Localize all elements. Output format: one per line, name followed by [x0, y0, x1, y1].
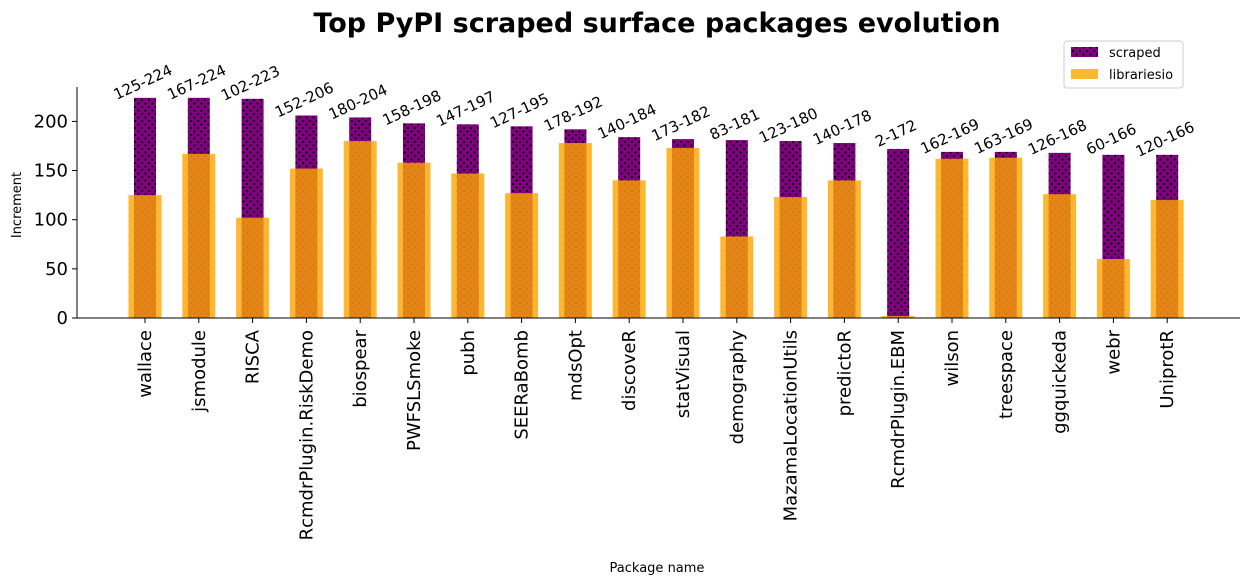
bar-librariesio-pwfslsmoke [397, 162, 431, 318]
x-tick-label-treespace: treespace [996, 330, 1017, 419]
data-label-demography: 83-181 [707, 105, 763, 144]
data-labels-group: 125-224167-224102-223152-206180-204158-1… [111, 61, 1198, 161]
bar-librariesio-predictor [827, 180, 861, 318]
data-label-seerabomb: 127-195 [487, 89, 551, 132]
data-label-uniprotr: 120-166 [1133, 118, 1197, 161]
data-label-rcmdrplugin-riskdemo: 152-206 [272, 79, 336, 122]
y-tick-label-150: 150 [34, 161, 68, 182]
bar-librariesio-seerabomb [505, 193, 539, 318]
x-tick-label-ggquickeda: ggquickeda [1050, 330, 1071, 434]
y-tick-label-200: 200 [34, 111, 68, 132]
data-label-rcmdrplugin-ebm: 2-172 [873, 116, 920, 151]
x-tick-label-rcmdrplugin-riskdemo: RcmdrPlugin.RiskDemo [296, 330, 317, 540]
x-axis: wallace jsmodule RISCA RcmdrPlugin.RiskDemo… [77, 317, 1240, 540]
data-label-ggquickeda: 126-168 [1025, 116, 1089, 159]
x-tick-label-uniprotr: UniprotR [1157, 330, 1178, 409]
legend-swatch-scraped [1071, 47, 1098, 57]
x-tick-label-mazamalocationutils: MazamaLocationUtils [781, 330, 802, 521]
data-label-jsmodule: 167-224 [164, 61, 228, 104]
bar-librariesio-discover [612, 180, 646, 318]
y-tick-label-100: 100 [34, 210, 68, 231]
x-tick-label-seerabomb: SEERaBomb [512, 330, 533, 440]
x-tick-label-discover: discoveR [619, 330, 640, 411]
data-label-risca: 102-223 [218, 62, 282, 105]
bar-librariesio-jsmodule [182, 153, 216, 318]
bar-librariesio-treespace [989, 157, 1023, 318]
data-label-mazamalocationutils: 123-180 [756, 104, 820, 147]
data-label-pwfslsmoke: 158-198 [380, 86, 444, 129]
bar-librariesio-ggquickeda [1043, 194, 1077, 318]
data-label-wallace: 125-224 [111, 61, 175, 104]
data-label-statvisual: 173-182 [649, 102, 713, 145]
bar-librariesio-demography [720, 236, 754, 318]
x-tick-label-wilson: wilson [942, 330, 963, 387]
x-tick-label-wallace: wallace [135, 330, 156, 398]
bar-librariesio-statvisual [666, 147, 700, 318]
data-label-wilson: 162-169 [918, 115, 982, 158]
x-axis-label: Package name [610, 561, 705, 576]
data-label-predictor: 140-178 [810, 106, 874, 149]
y-tick-label-50: 50 [45, 259, 68, 280]
bar-librariesio-biospear [343, 141, 377, 318]
y-tick-label-0: 0 [57, 308, 68, 329]
legend-swatch-librariesio [1071, 69, 1098, 79]
bar-librariesio-pubh [451, 173, 485, 318]
x-tick-label-mdsopt: mdsOpt [565, 330, 586, 401]
x-tick-label-jsmodule: jsmodule [189, 330, 210, 413]
bar-librariesio-rcmdrplugin-ebm [881, 316, 915, 318]
bar-librariesio-mdsopt [558, 143, 592, 318]
x-tick-label-pubh: pubh [458, 330, 479, 376]
bar-librariesio-mazamalocationutils [774, 197, 808, 318]
bars-group [128, 97, 1184, 319]
x-tick-label-rcmdrplugin-ebm: RcmdrPlugin.EBM [888, 330, 909, 489]
y-axis: 0 50 100 150 200 [34, 87, 78, 329]
legend-label-librariesio: librariesio [1109, 68, 1173, 83]
bar-librariesio-rcmdrplugin-riskdemo [289, 168, 323, 318]
data-label-pubh: 147-197 [433, 87, 497, 130]
chart-title: Top PyPI scraped surface packages evolut… [313, 8, 1000, 39]
x-tick-label-biospear: biospear [350, 329, 371, 407]
bar-librariesio-wilson [935, 158, 969, 318]
bar-librariesio-uniprotr [1150, 200, 1184, 318]
x-tick-label-webr: webr [1103, 329, 1124, 374]
data-label-webr: 60-166 [1083, 120, 1139, 159]
bar-scraped-rcmdrplugin-ebm [887, 148, 910, 318]
bar-librariesio-webr [1096, 259, 1130, 318]
bar-librariesio-risca [236, 217, 270, 318]
data-label-treespace: 163-169 [971, 115, 1035, 158]
bar-librariesio-wallace [128, 195, 162, 318]
x-tick-label-risca: RISCA [243, 329, 264, 384]
legend-label-scraped: scraped [1109, 46, 1161, 61]
x-tick-label-demography: demography [727, 330, 748, 445]
x-tick-label-statvisual: statVisual [673, 330, 694, 418]
x-tick-label-predictor: predictoR [834, 330, 855, 416]
legend: scraped librariesio [1063, 40, 1184, 89]
y-axis-label: Increment [10, 172, 25, 238]
x-tick-label-pwfslsmoke: PWFSLSmoke [404, 330, 425, 451]
